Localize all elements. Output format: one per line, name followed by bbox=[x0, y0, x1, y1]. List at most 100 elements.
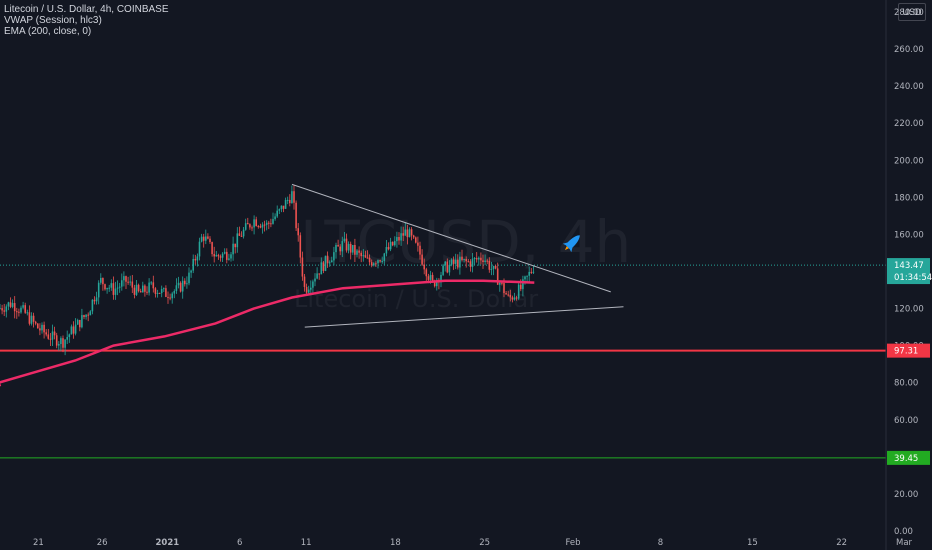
candle-body bbox=[517, 284, 520, 299]
candle-body bbox=[238, 233, 241, 236]
candle-body bbox=[230, 254, 232, 259]
candle-body bbox=[463, 258, 465, 260]
candle-body bbox=[501, 282, 503, 284]
countdown-label: 01:34:54 bbox=[894, 273, 932, 283]
candle-body bbox=[196, 256, 199, 261]
candle-body bbox=[5, 306, 8, 312]
candle-body bbox=[81, 315, 83, 328]
y-tick-label: 200.00 bbox=[894, 156, 924, 166]
candle-body bbox=[454, 259, 457, 264]
candle-body bbox=[486, 260, 488, 262]
x-tick-label: 2021 bbox=[156, 538, 180, 548]
candle-body bbox=[118, 286, 121, 288]
last-price-label-bg bbox=[887, 258, 930, 273]
candle-body bbox=[93, 299, 96, 302]
candle-body bbox=[475, 257, 478, 260]
triangle-lower-trendline[interactable] bbox=[304, 306, 624, 328]
candle-body bbox=[433, 280, 436, 287]
candle-body bbox=[473, 257, 476, 259]
currency-button[interactable]: USD bbox=[898, 3, 926, 21]
candle-body bbox=[503, 283, 505, 294]
candle-body bbox=[26, 312, 29, 314]
candle-body bbox=[7, 302, 10, 307]
candle-body bbox=[45, 332, 47, 335]
candle-body bbox=[179, 282, 182, 292]
candle-body bbox=[150, 282, 152, 284]
candle-body bbox=[448, 264, 451, 273]
ema-line[interactable] bbox=[0, 279, 535, 387]
y-tick-label: 240.00 bbox=[894, 82, 924, 92]
candle-body bbox=[522, 279, 524, 290]
candle-body bbox=[234, 243, 236, 248]
candle-body bbox=[295, 202, 297, 229]
candle-body bbox=[60, 338, 62, 345]
legend-vwap[interactable]: VWAP (Session, hlc3) bbox=[4, 15, 102, 26]
candle-body bbox=[410, 229, 413, 236]
candle-body bbox=[415, 237, 417, 243]
candle-body bbox=[377, 260, 379, 264]
candle-body bbox=[62, 338, 64, 348]
candle-body bbox=[299, 235, 302, 258]
candle-body bbox=[144, 285, 146, 292]
candle-body bbox=[385, 247, 388, 254]
candle-body bbox=[83, 315, 85, 318]
candle-body bbox=[375, 263, 377, 265]
candle-body bbox=[461, 256, 463, 260]
candle-body bbox=[236, 233, 239, 248]
candle-body bbox=[274, 216, 276, 220]
candle-body bbox=[74, 324, 77, 334]
level-price-label-bg bbox=[887, 450, 930, 465]
triangle-upper-trendline[interactable] bbox=[291, 183, 611, 293]
candle-body bbox=[478, 257, 480, 260]
candle-body bbox=[366, 257, 369, 259]
candle-body bbox=[95, 297, 98, 302]
candle-body bbox=[368, 257, 371, 263]
candle-body bbox=[404, 229, 407, 236]
candle-body bbox=[205, 236, 207, 241]
candle-body bbox=[307, 289, 310, 293]
candle-body bbox=[436, 279, 438, 287]
candle-body bbox=[114, 288, 117, 295]
candle-body bbox=[148, 282, 150, 293]
candle-body bbox=[320, 262, 323, 275]
candle-body bbox=[387, 247, 390, 250]
candle-body bbox=[242, 229, 245, 237]
candle-body bbox=[408, 229, 411, 238]
y-tick-label: 80.00 bbox=[894, 379, 918, 389]
candle-body bbox=[32, 315, 35, 322]
candle-body bbox=[34, 321, 37, 324]
candle-body bbox=[280, 205, 283, 210]
candle-body bbox=[51, 331, 54, 340]
candle-body bbox=[39, 328, 41, 331]
candle-body bbox=[509, 294, 512, 298]
candle-body bbox=[391, 241, 394, 246]
candle-body bbox=[259, 226, 262, 228]
candle-body bbox=[316, 273, 318, 279]
candle-body bbox=[43, 324, 45, 333]
candle-body bbox=[198, 241, 201, 257]
legend-symbol[interactable]: Litecoin / U.S. Dollar, 4h, COINBASE bbox=[4, 4, 169, 15]
candle-body bbox=[263, 224, 266, 226]
candle-body bbox=[349, 243, 352, 253]
candle-body bbox=[3, 310, 5, 312]
candle-body bbox=[55, 335, 58, 346]
candle-body bbox=[360, 252, 362, 257]
legend-ema[interactable]: EMA (200, close, 0) bbox=[4, 26, 92, 37]
candle-body bbox=[505, 293, 507, 295]
y-tick-label: 60.00 bbox=[894, 416, 918, 426]
candle-body bbox=[163, 288, 165, 290]
candle-body bbox=[213, 254, 215, 257]
candle-body bbox=[160, 288, 163, 294]
level-price-label: 39.45 bbox=[894, 454, 918, 464]
candle-body bbox=[276, 210, 278, 217]
candle-body bbox=[303, 276, 306, 287]
level-price-label: 97.31 bbox=[894, 347, 918, 357]
candle-body bbox=[165, 288, 167, 297]
candle-body bbox=[291, 191, 293, 204]
candle-body bbox=[261, 224, 264, 228]
candle-body bbox=[125, 276, 127, 282]
candle-body bbox=[402, 233, 404, 236]
candle-body bbox=[442, 265, 444, 275]
candle-body bbox=[219, 256, 222, 258]
